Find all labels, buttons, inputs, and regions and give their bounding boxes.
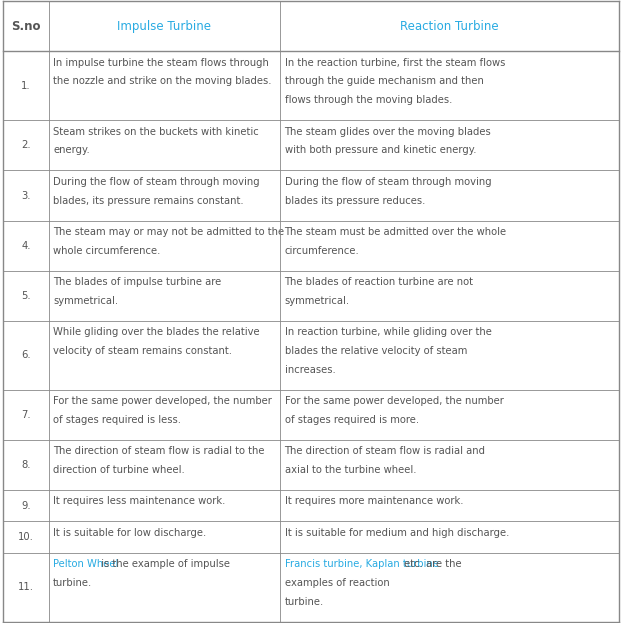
Text: In the reaction turbine, first the steam flows: In the reaction turbine, first the steam… <box>285 58 505 68</box>
Text: It requires more maintenance work.: It requires more maintenance work. <box>285 497 463 506</box>
Text: 8.: 8. <box>21 460 30 470</box>
Text: Francis turbine, Kaplan turbine: Francis turbine, Kaplan turbine <box>285 559 439 569</box>
Text: symmetrical.: symmetrical. <box>53 296 118 306</box>
Text: The blades of impulse turbine are: The blades of impulse turbine are <box>53 277 221 287</box>
Text: the nozzle and strike on the moving blades.: the nozzle and strike on the moving blad… <box>53 77 272 87</box>
Text: The direction of steam flow is radial to the: The direction of steam flow is radial to… <box>53 446 264 456</box>
Bar <box>3 1 619 51</box>
Text: For the same power developed, the number: For the same power developed, the number <box>285 396 503 406</box>
Text: For the same power developed, the number: For the same power developed, the number <box>53 396 272 406</box>
Text: blades the relative velocity of steam: blades the relative velocity of steam <box>285 346 467 356</box>
Text: examples of reaction: examples of reaction <box>285 578 389 588</box>
Text: is the example of impulse: is the example of impulse <box>98 559 230 569</box>
Text: Pelton Wheel: Pelton Wheel <box>53 559 118 569</box>
Text: velocity of steam remains constant.: velocity of steam remains constant. <box>53 346 232 356</box>
Text: 2.: 2. <box>21 140 30 150</box>
Text: 7.: 7. <box>21 410 30 420</box>
Text: turbine.: turbine. <box>285 597 324 607</box>
Text: blades its pressure reduces.: blades its pressure reduces. <box>285 196 425 206</box>
Text: blades, its pressure remains constant.: blades, its pressure remains constant. <box>53 196 244 206</box>
Text: Steam strikes on the buckets with kinetic: Steam strikes on the buckets with kineti… <box>53 126 259 136</box>
Text: circumference.: circumference. <box>285 245 360 255</box>
Text: of stages required is more.: of stages required is more. <box>285 415 419 425</box>
Text: 9.: 9. <box>21 501 30 511</box>
Text: 10.: 10. <box>18 532 34 542</box>
Text: whole circumference.: whole circumference. <box>53 245 160 255</box>
Text: energy.: energy. <box>53 145 90 155</box>
Text: through the guide mechanism and then: through the guide mechanism and then <box>285 77 483 87</box>
Text: 4.: 4. <box>21 240 30 250</box>
Text: of stages required is less.: of stages required is less. <box>53 415 181 425</box>
Text: The steam must be admitted over the whole: The steam must be admitted over the whol… <box>285 227 507 237</box>
Text: The steam may or may not be admitted to the: The steam may or may not be admitted to … <box>53 227 284 237</box>
Text: axial to the turbine wheel.: axial to the turbine wheel. <box>285 465 416 475</box>
Text: Impulse Turbine: Impulse Turbine <box>118 20 211 33</box>
Text: 1.: 1. <box>21 81 30 91</box>
Text: The blades of reaction turbine are not: The blades of reaction turbine are not <box>285 277 473 287</box>
Text: The direction of steam flow is radial and: The direction of steam flow is radial an… <box>285 446 486 456</box>
Text: In impulse turbine the steam flows through: In impulse turbine the steam flows throu… <box>53 58 269 68</box>
Text: It is suitable for low discharge.: It is suitable for low discharge. <box>53 528 207 538</box>
Text: 11.: 11. <box>18 583 34 592</box>
Text: direction of turbine wheel.: direction of turbine wheel. <box>53 465 185 475</box>
Text: In reaction turbine, while gliding over the: In reaction turbine, while gliding over … <box>285 327 491 337</box>
Text: S.no: S.no <box>11 20 40 33</box>
Text: turbine.: turbine. <box>53 578 92 588</box>
Text: During the flow of steam through moving: During the flow of steam through moving <box>285 177 491 187</box>
Text: While gliding over the blades the relative: While gliding over the blades the relati… <box>53 327 259 337</box>
Text: increases.: increases. <box>285 365 335 375</box>
Text: with both pressure and kinetic energy.: with both pressure and kinetic energy. <box>285 145 476 155</box>
Text: flows through the moving blades.: flows through the moving blades. <box>285 95 452 105</box>
Text: It is suitable for medium and high discharge.: It is suitable for medium and high disch… <box>285 528 509 538</box>
Text: Reaction Turbine: Reaction Turbine <box>400 20 499 33</box>
Text: etc. are the: etc. are the <box>401 559 462 569</box>
Text: The steam glides over the moving blades: The steam glides over the moving blades <box>285 126 491 136</box>
Text: 3.: 3. <box>21 191 30 201</box>
Text: 5.: 5. <box>21 291 30 301</box>
Text: During the flow of steam through moving: During the flow of steam through moving <box>53 177 259 187</box>
Text: symmetrical.: symmetrical. <box>285 296 350 306</box>
Text: It requires less maintenance work.: It requires less maintenance work. <box>53 497 225 506</box>
Text: 6.: 6. <box>21 350 30 360</box>
